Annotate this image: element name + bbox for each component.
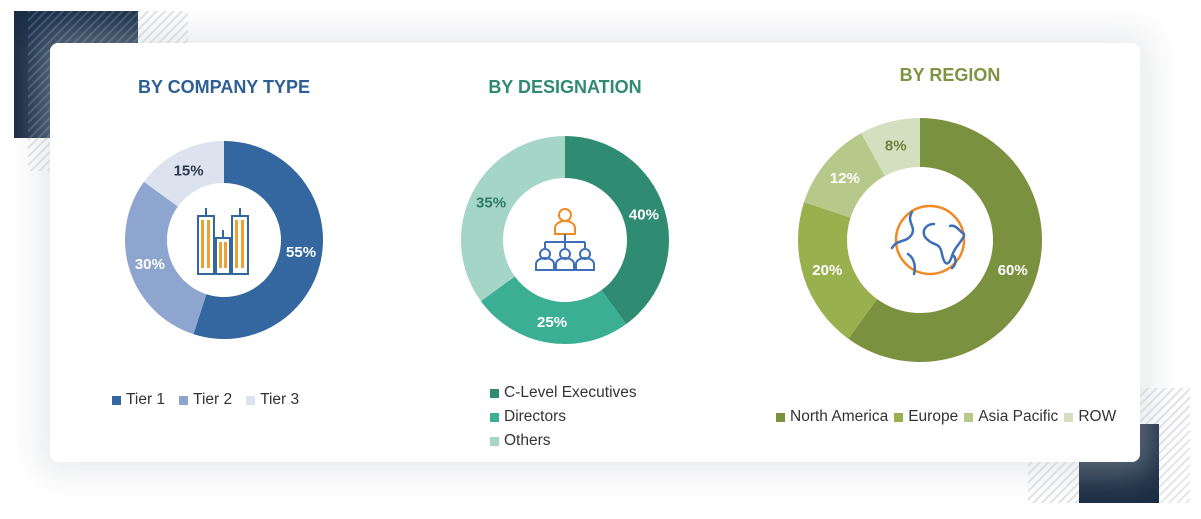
legend-swatch: [246, 395, 256, 405]
donut-segment-row: [861, 118, 920, 177]
legend-swatch: [894, 412, 904, 422]
legend-label: Tier 3: [260, 391, 300, 408]
legend-item: C-Level Executives: [490, 384, 637, 402]
panel-title-region: BY REGION: [899, 65, 1001, 85]
legend-label: ROW: [1078, 408, 1117, 425]
legend-item: ROW: [1064, 408, 1116, 426]
segment-value-label: 30%: [135, 256, 165, 273]
legend-label: North America: [790, 408, 889, 425]
legend-swatch: [490, 436, 499, 446]
donut-segment-tier-2: [124, 181, 207, 335]
legend-item: Tier 3: [246, 391, 299, 409]
legend-designation: C-Level Executives Directors Others: [490, 384, 651, 456]
legend-swatch: [1064, 412, 1074, 422]
donut-segment-asia-pacific: [803, 133, 885, 218]
legend-item: Others: [490, 432, 637, 450]
segment-value-label: 8%: [885, 138, 907, 155]
legend-swatch: [490, 412, 499, 422]
legend-item: Europe: [894, 408, 958, 426]
legend-item: Tier 2: [179, 391, 232, 409]
panel-title-company-type: BY COMPANY TYPE: [137, 77, 311, 97]
segment-value-label: 25%: [537, 314, 567, 331]
donut-region: 60% 20% 12% 8%: [798, 118, 1042, 362]
legend-swatch: [112, 395, 121, 405]
legend-item: Directors: [490, 408, 637, 426]
legend-swatch: [490, 388, 499, 398]
segment-value-label: 15%: [174, 163, 204, 180]
org-hierarchy-icon: [535, 208, 595, 271]
legend-company-type: Tier 1 Tier 2 Tier 3: [112, 391, 313, 410]
legend-label: Directors: [504, 408, 567, 425]
segment-value-label: 60%: [998, 262, 1028, 279]
legend-label: C-Level Executives: [504, 384, 637, 401]
legend-label: Tier 1: [126, 391, 166, 408]
donut-segment-tier-1: [193, 141, 323, 339]
legend-label: Asia Pacific: [978, 408, 1059, 425]
legend-item: Asia Pacific: [964, 408, 1058, 426]
globe-icon: [890, 204, 966, 276]
legend-swatch: [776, 412, 785, 422]
donut-segment-directors: [480, 276, 627, 344]
donut-company-type: 55% 30% 15%: [124, 141, 323, 339]
legend-swatch: [179, 395, 189, 405]
legend-item: Tier 1: [112, 391, 165, 409]
legend-label: Europe: [908, 408, 959, 425]
legend-swatch: [964, 412, 974, 422]
donut-segment-europe: [798, 202, 878, 339]
segment-value-label: 20%: [812, 262, 842, 279]
donut-segment-c-level-executives: [565, 136, 669, 325]
legend-label: Others: [504, 432, 551, 449]
segment-value-label: 35%: [476, 194, 506, 211]
donut-segment-tier-3: [143, 141, 224, 207]
legend-label: Tier 2: [193, 391, 233, 408]
donut-segment-north-america: [848, 118, 1042, 362]
segment-value-label: 55%: [286, 244, 316, 261]
segment-value-label: 40%: [629, 206, 659, 223]
panel-title-designation: BY DESIGNATION: [488, 77, 642, 97]
buildings-icon: [197, 208, 249, 275]
legend-item: North America: [776, 408, 888, 426]
donut-segment-others: [461, 136, 565, 302]
donut-designation: 40% 25% 35%: [461, 136, 669, 344]
legend-region: North America Europe Asia Pacific ROW: [776, 408, 1122, 427]
segment-value-label: 12%: [830, 170, 860, 187]
